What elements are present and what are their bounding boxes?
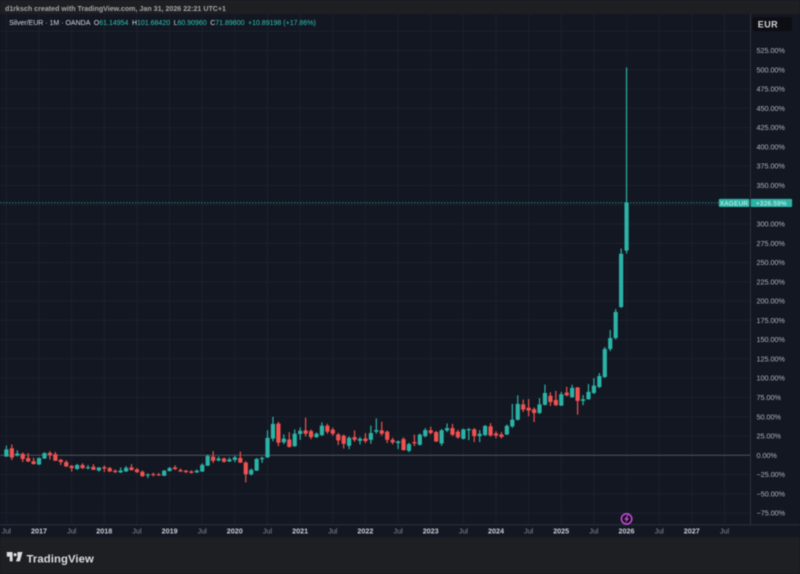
svg-text:2021: 2021 bbox=[292, 527, 308, 536]
svg-text:EUR: EUR bbox=[758, 20, 778, 30]
svg-text:125.00%: 125.00% bbox=[757, 354, 786, 363]
svg-text:2024: 2024 bbox=[488, 527, 504, 536]
svg-text:2018: 2018 bbox=[96, 527, 112, 536]
svg-text:250.00%: 250.00% bbox=[757, 258, 786, 267]
svg-text:Jul: Jul bbox=[655, 527, 665, 536]
svg-text:2025: 2025 bbox=[553, 527, 569, 536]
svg-text:150.00%: 150.00% bbox=[757, 335, 786, 344]
svg-text:Jul: Jul bbox=[198, 527, 208, 536]
svg-text:−50.00%: −50.00% bbox=[757, 489, 786, 498]
svg-text:225.00%: 225.00% bbox=[757, 277, 786, 286]
svg-text:375.00%: 375.00% bbox=[757, 162, 786, 171]
svg-text:Jul: Jul bbox=[132, 527, 142, 536]
svg-text:0.00%: 0.00% bbox=[757, 451, 778, 460]
svg-text:2022: 2022 bbox=[357, 527, 373, 536]
svg-text:350.00%: 350.00% bbox=[757, 181, 786, 190]
svg-text:450.00%: 450.00% bbox=[757, 104, 786, 113]
svg-text:Jul: Jul bbox=[67, 527, 77, 536]
svg-text:100.00%: 100.00% bbox=[757, 374, 786, 383]
svg-text:2020: 2020 bbox=[227, 527, 243, 536]
svg-text:Jul: Jul bbox=[2, 527, 12, 536]
svg-text:Jul: Jul bbox=[459, 527, 469, 536]
svg-text:2017: 2017 bbox=[31, 527, 47, 536]
svg-text:+326.59%: +326.59% bbox=[756, 200, 787, 207]
svg-text:TradingView: TradingView bbox=[27, 553, 95, 565]
svg-text:425.00%: 425.00% bbox=[757, 123, 786, 132]
svg-text:Jul: Jul bbox=[524, 527, 534, 536]
svg-text:−25.00%: −25.00% bbox=[757, 470, 786, 479]
svg-text:175.00%: 175.00% bbox=[757, 316, 786, 325]
svg-text:50.00%: 50.00% bbox=[757, 412, 782, 421]
svg-text:200.00%: 200.00% bbox=[757, 297, 786, 306]
svg-text:d1rksch created with TradingVi: d1rksch created with TradingView.com, Ja… bbox=[5, 5, 226, 13]
svg-text:525.00%: 525.00% bbox=[757, 46, 786, 55]
svg-text:Jul: Jul bbox=[263, 527, 273, 536]
svg-text:400.00%: 400.00% bbox=[757, 143, 786, 152]
svg-text:−75.00%: −75.00% bbox=[757, 509, 786, 518]
svg-text:XAGEUR: XAGEUR bbox=[720, 200, 749, 207]
svg-text:25.00%: 25.00% bbox=[757, 432, 782, 441]
svg-text:Jul: Jul bbox=[720, 527, 730, 536]
svg-text:2019: 2019 bbox=[162, 527, 178, 536]
svg-text:2027: 2027 bbox=[684, 527, 700, 536]
svg-text:475.00%: 475.00% bbox=[757, 85, 786, 94]
svg-text:Jul: Jul bbox=[393, 527, 403, 536]
svg-text:300.00%: 300.00% bbox=[757, 220, 786, 229]
svg-text:75.00%: 75.00% bbox=[757, 393, 782, 402]
svg-text:2026: 2026 bbox=[619, 527, 635, 536]
svg-text:2023: 2023 bbox=[423, 527, 439, 536]
svg-text:275.00%: 275.00% bbox=[757, 239, 786, 248]
svg-text:Jul: Jul bbox=[589, 527, 599, 536]
svg-text:500.00%: 500.00% bbox=[757, 65, 786, 74]
svg-text:Jul: Jul bbox=[328, 527, 338, 536]
